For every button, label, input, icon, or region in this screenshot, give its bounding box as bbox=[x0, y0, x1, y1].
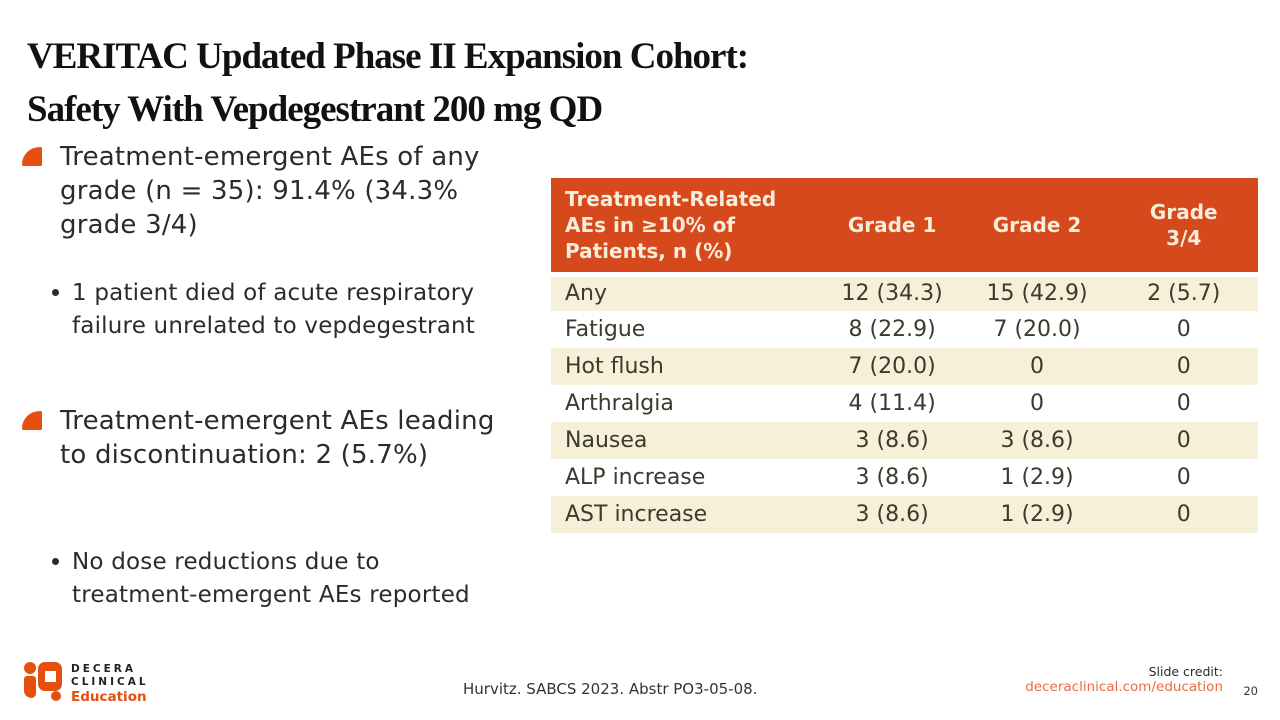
cell-grade1: 3 (8.6) bbox=[855, 502, 929, 527]
cell-ae-name: Any bbox=[565, 281, 608, 307]
cell-grade1: 3 (8.6) bbox=[855, 465, 929, 490]
logo-wordmark: DECERA CLINICAL Education bbox=[71, 660, 149, 705]
cell-grade2: 0 bbox=[1030, 391, 1045, 416]
table-row: Hot flush 7 (20.0) 0 0 bbox=[551, 348, 1258, 385]
cell-grade34: 0 bbox=[1176, 502, 1191, 527]
cell-grade2: 1 (2.9) bbox=[1000, 502, 1074, 527]
slide-credit-block: Slide credit: deceraclinical.com/educati… bbox=[1025, 664, 1223, 696]
logo-text-clinical: CLINICAL bbox=[71, 676, 149, 688]
column-header-ae: Treatment-Related AEs in ≥10% of Patient… bbox=[551, 178, 820, 277]
slide-credit-link[interactable]: deceraclinical.com/education bbox=[1025, 679, 1223, 695]
cell-grade2: 7 (20.0) bbox=[993, 317, 1081, 342]
cell-grade2: 3 (8.6) bbox=[1000, 428, 1074, 453]
cell-ae-name: Hot flush bbox=[565, 354, 664, 379]
cell-grade34: 0 bbox=[1176, 354, 1191, 379]
cell-ae-name: Fatigue bbox=[565, 317, 646, 342]
column-header-grade1: Grade 1 bbox=[819, 178, 965, 277]
dot-bullet-icon bbox=[52, 289, 59, 296]
logo-text-decera: DECERA bbox=[71, 663, 136, 675]
cell-ae-name: AST increase bbox=[565, 502, 708, 527]
cell-grade2: 15 (42.9) bbox=[986, 281, 1088, 307]
column-header-grade2: Grade 2 bbox=[964, 178, 1110, 277]
cell-ae-name: Arthralgia bbox=[565, 391, 674, 416]
cell-grade34: 0 bbox=[1176, 465, 1191, 490]
citation-text: Hurvitz. SABCS 2023. Abstr PO3-05-08. bbox=[463, 680, 758, 698]
cell-grade34: 0 bbox=[1176, 391, 1191, 416]
sub-bullet-text: No dose reductions due to treatment-emer… bbox=[72, 549, 470, 608]
page-number: 20 bbox=[1243, 684, 1258, 698]
table-row: Any 12 (34.3) 15 (42.9) 2 (5.7) bbox=[551, 274, 1258, 311]
title-line-1: VERITAC Updated Phase II Expansion Cohor… bbox=[27, 36, 749, 77]
slide-credit-label: Slide credit: bbox=[1148, 664, 1223, 679]
logo-text-education: Education bbox=[71, 689, 147, 705]
table-row: Fatigue 8 (22.9) 7 (20.0) 0 bbox=[551, 311, 1258, 348]
table-row: Arthralgia 4 (11.4) 0 0 bbox=[551, 385, 1258, 422]
decera-clinical-logo: DECERA CLINICAL Education bbox=[24, 660, 149, 705]
cell-grade34: 0 bbox=[1176, 317, 1191, 342]
table-row: AST increase 3 (8.6) 1 (2.9) 0 bbox=[551, 496, 1258, 533]
slide-title: VERITAC Updated Phase II Expansion Cohor… bbox=[27, 30, 927, 136]
table-row: ALP increase 3 (8.6) 1 (2.9) 0 bbox=[551, 459, 1258, 496]
cell-grade1: 7 (20.0) bbox=[848, 354, 936, 379]
cell-ae-name: ALP increase bbox=[565, 465, 706, 490]
bullet-item-teae-discontinuation: Treatment-emergent AEs leading to discon… bbox=[22, 404, 512, 472]
table-header-row: Treatment-Related AEs in ≥10% of Patient… bbox=[551, 178, 1258, 277]
bullet-text: Treatment-emergent AEs leading to discon… bbox=[60, 406, 495, 470]
cell-grade34: 2 (5.7) bbox=[1147, 281, 1221, 307]
cell-grade2: 1 (2.9) bbox=[1000, 465, 1074, 490]
dot-bullet-icon bbox=[52, 558, 59, 565]
bullet-item-teae-any-grade: Treatment-emergent AEs of any grade (n =… bbox=[22, 140, 512, 242]
bullet-text: Treatment-emergent AEs of any grade (n =… bbox=[60, 142, 480, 240]
cell-grade1: 12 (34.3) bbox=[841, 281, 943, 307]
sub-bullet-patient-death: 1 patient died of acute respiratory fail… bbox=[52, 277, 510, 343]
cell-grade1: 4 (11.4) bbox=[848, 391, 936, 416]
triangle-bullet-icon bbox=[22, 411, 42, 430]
cell-grade1: 8 (22.9) bbox=[848, 317, 936, 342]
triangle-bullet-icon bbox=[22, 147, 42, 166]
table-row: Nausea 3 (8.6) 3 (8.6) 0 bbox=[551, 422, 1258, 459]
cell-grade1: 3 (8.6) bbox=[855, 428, 929, 453]
cell-ae-name: Nausea bbox=[565, 428, 648, 453]
cell-grade2: 0 bbox=[1030, 354, 1045, 379]
treatment-related-ae-table: Treatment-Related AEs in ≥10% of Patient… bbox=[551, 178, 1258, 533]
sub-bullet-no-dose-reductions: No dose reductions due to treatment-emer… bbox=[52, 546, 510, 612]
title-line-2: Safety With Vepdegestrant 200 mg QD bbox=[27, 89, 603, 130]
column-header-grade34: Grade 3/4 bbox=[1109, 178, 1258, 277]
sub-bullet-text: 1 patient died of acute respiratory fail… bbox=[72, 280, 475, 339]
cell-grade34: 0 bbox=[1176, 428, 1191, 453]
decera-logo-icon bbox=[24, 660, 62, 701]
